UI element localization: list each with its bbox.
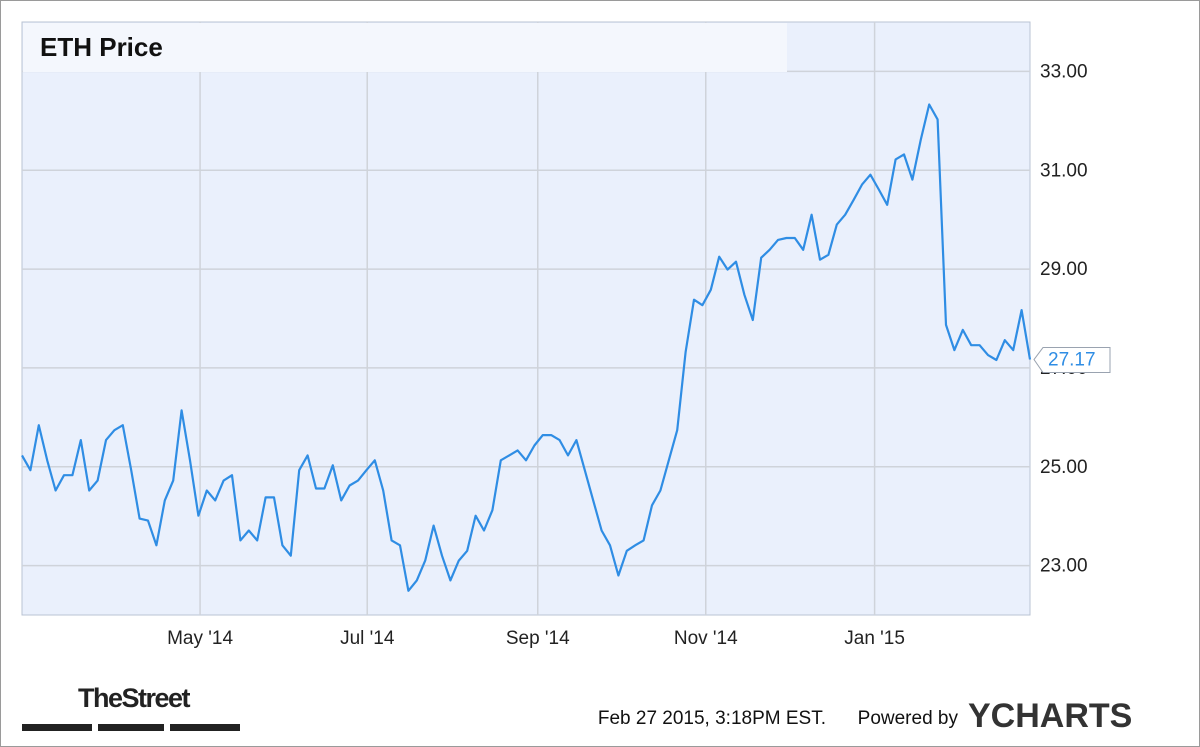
y-tick-label: 25.00 <box>1040 457 1088 478</box>
chart-title: ETH Price <box>40 32 163 62</box>
credit: Powered by <box>858 708 959 729</box>
x-tick-label: Jul '14 <box>340 628 395 649</box>
logo-bar <box>170 724 240 731</box>
x-tick-label: Sep '14 <box>506 628 570 649</box>
price-line <box>21 103 1032 592</box>
y-tick-label: 31.00 <box>1040 160 1088 181</box>
x-tick-label: May '14 <box>167 628 233 649</box>
x-tick-label: Nov '14 <box>674 628 738 649</box>
logo-bar <box>22 724 92 731</box>
x-tick-label: Jan '15 <box>844 628 905 649</box>
y-tick-label: 33.00 <box>1040 61 1088 82</box>
y-tick-label: 29.00 <box>1040 259 1088 280</box>
y-tick-label: 23.00 <box>1040 556 1088 577</box>
logo-bar <box>98 724 164 731</box>
timestamp: Feb 27 2015, 3:18PM EST. <box>598 708 826 729</box>
last-value-label: 27.17 <box>1048 350 1096 371</box>
marks <box>21 103 1032 592</box>
last-value-callout <box>1033 347 1111 374</box>
plot-area <box>21 21 1031 616</box>
brand-logo: YCHARTS <box>968 697 1132 735</box>
source-logo: TheStreet <box>78 683 191 713</box>
title-box <box>23 23 787 72</box>
